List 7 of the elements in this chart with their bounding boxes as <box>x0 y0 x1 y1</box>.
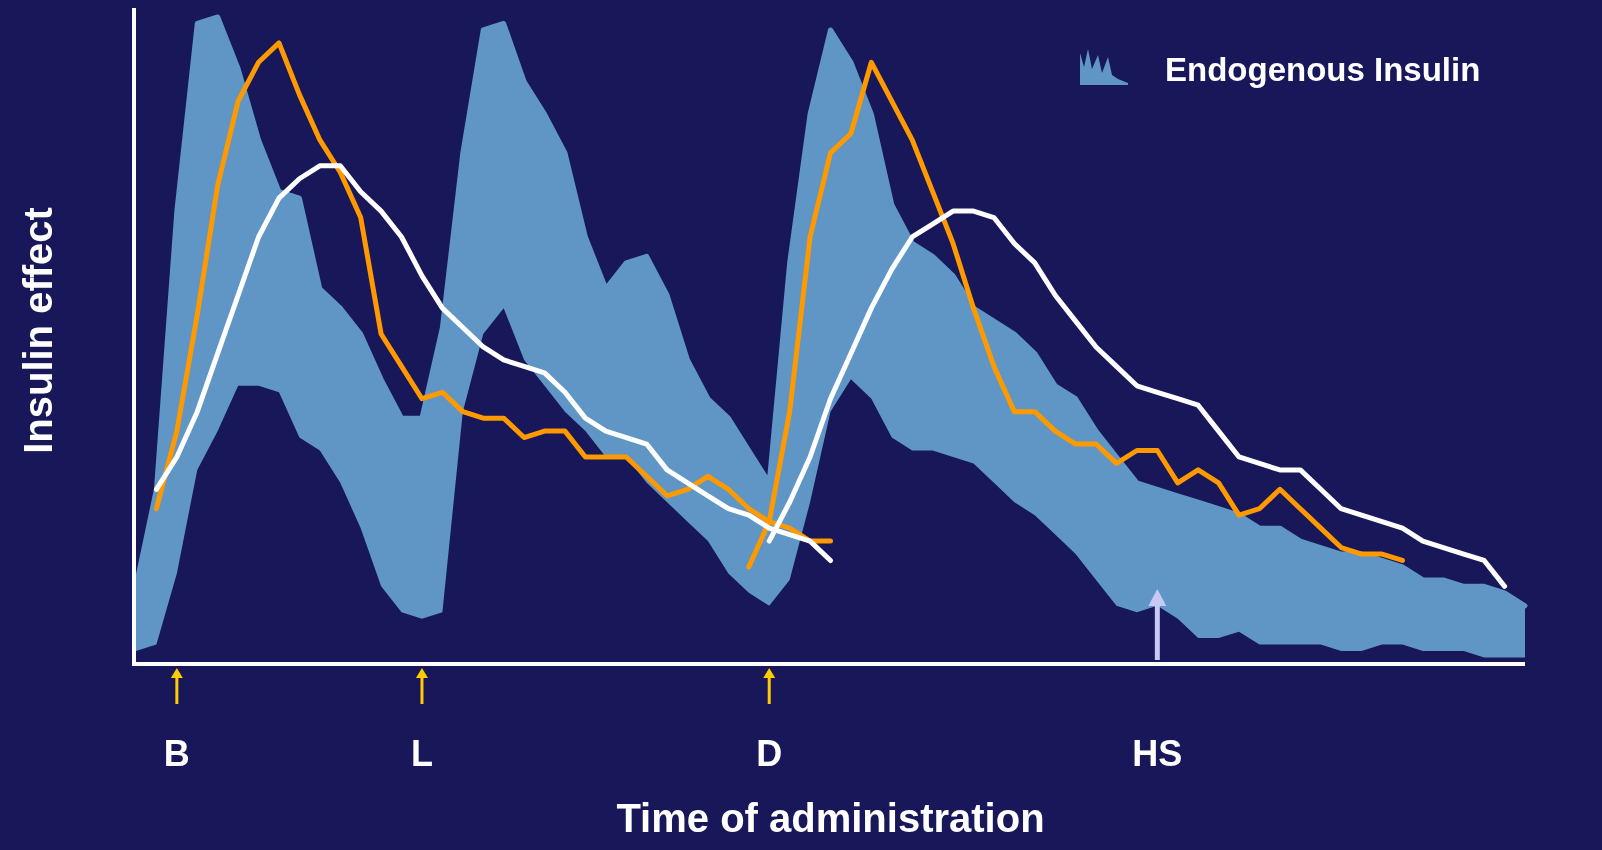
x-tick-label: HS <box>1132 733 1183 774</box>
x-axis-title: Time of administration <box>616 796 1045 840</box>
x-tick-label: B <box>163 733 190 774</box>
x-tick-label: D <box>756 733 783 774</box>
y-axis-title: Insulin effect <box>16 207 60 454</box>
legend-label: Endogenous Insulin <box>1165 51 1481 88</box>
x-tick-label: L <box>410 733 433 774</box>
